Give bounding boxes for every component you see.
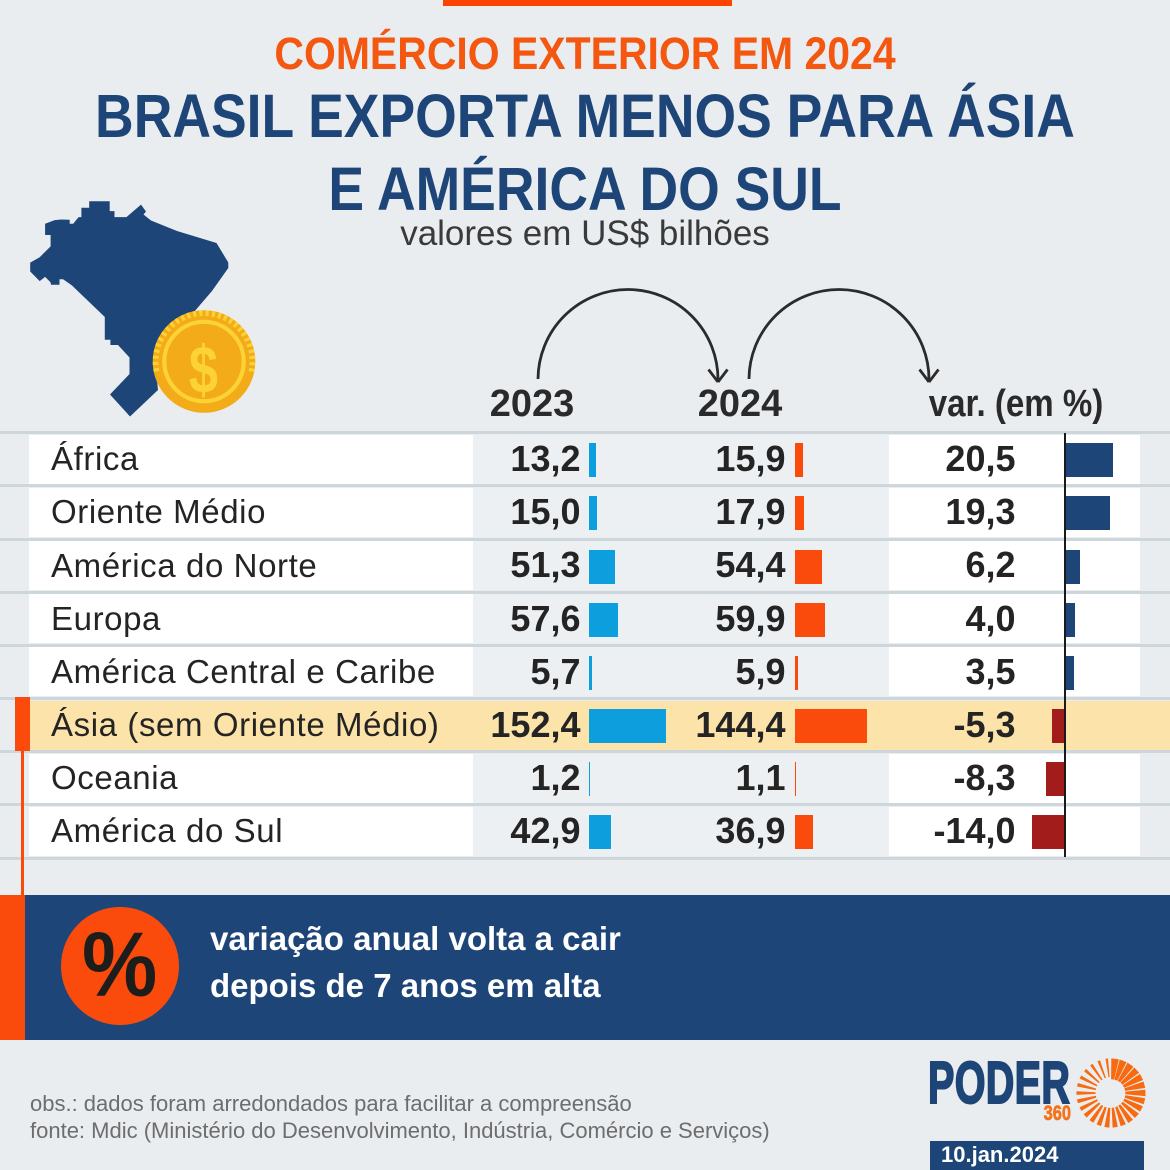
svg-text:$: $ — [189, 332, 218, 407]
